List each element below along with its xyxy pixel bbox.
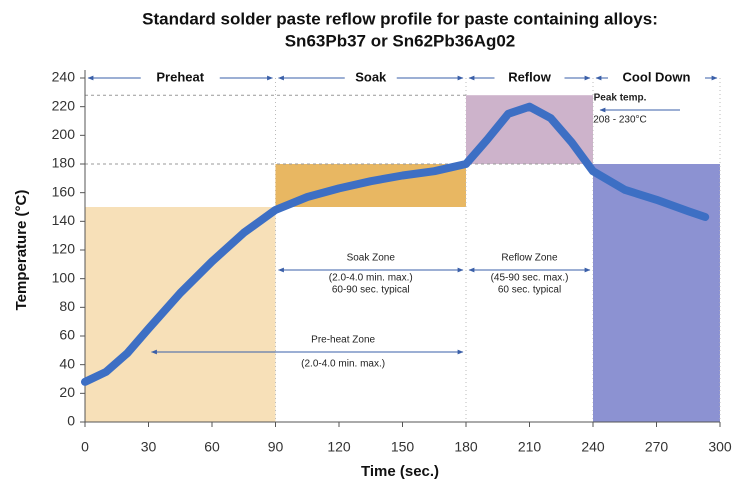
zone-label: Preheat <box>156 69 204 84</box>
x-axis-label: Time (sec.) <box>361 463 439 480</box>
annotation: (2.0-4.0 min. max.) <box>329 273 413 284</box>
chart-title: Standard solder paste reflow profile for… <box>142 9 658 28</box>
zone-label: Soak <box>355 69 387 84</box>
zone-label: Reflow <box>508 69 552 84</box>
x-tick-label: 0 <box>81 439 89 455</box>
x-tick-label: 60 <box>204 439 220 455</box>
x-tick-label: 30 <box>141 439 157 455</box>
y-tick-label: 40 <box>59 355 75 371</box>
annotation: 60 sec. typical <box>498 285 561 296</box>
zone <box>593 164 720 422</box>
annotation: Peak temp. <box>594 93 647 104</box>
x-tick-label: 300 <box>708 439 732 455</box>
annotation: 208 - 230°C <box>593 115 646 126</box>
y-tick-label: 120 <box>52 241 76 257</box>
y-tick-label: 140 <box>52 212 76 228</box>
y-tick-label: 100 <box>52 269 76 285</box>
zone <box>85 207 276 422</box>
annotation: Reflow Zone <box>501 253 558 264</box>
annotation: (2.0-4.0 min. max.) <box>301 359 385 370</box>
y-axis-label: Temperature (°C) <box>13 190 30 311</box>
y-tick-label: 240 <box>52 69 76 85</box>
y-tick-label: 200 <box>52 126 76 142</box>
x-tick-label: 210 <box>518 439 542 455</box>
x-tick-label: 90 <box>268 439 284 455</box>
line <box>81 102 710 386</box>
y-tick-label: 60 <box>59 327 75 343</box>
y-tick-label: 180 <box>52 155 76 171</box>
x-tick-label: 180 <box>454 439 478 455</box>
y-tick-label: 20 <box>59 384 75 400</box>
annotation: Soak Zone <box>347 253 396 264</box>
annotation: Pre-heat Zone <box>311 335 375 346</box>
y-tick-label: 160 <box>52 183 76 199</box>
chart-subtitle: Sn63Pb37 or Sn62Pb36Ag02 <box>285 31 516 50</box>
x-tick-label: 120 <box>327 439 351 455</box>
y-tick-label: 220 <box>52 97 76 113</box>
y-tick-label: 80 <box>59 298 75 314</box>
zone-label: Cool Down <box>623 69 691 84</box>
x-tick-label: 240 <box>581 439 605 455</box>
annotation: 60-90 sec. typical <box>332 285 410 296</box>
x-tick-label: 150 <box>391 439 415 455</box>
y-tick-label: 0 <box>67 413 75 429</box>
annotation: (45-90 sec. max.) <box>491 273 569 284</box>
x-tick-label: 270 <box>645 439 669 455</box>
